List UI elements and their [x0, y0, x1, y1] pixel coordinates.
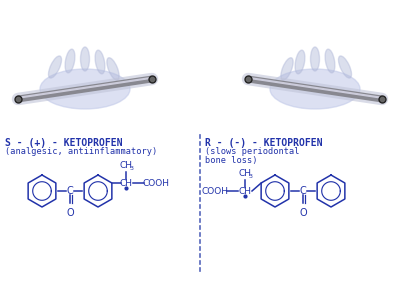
Text: CH: CH — [119, 162, 132, 171]
Text: 3: 3 — [130, 167, 134, 171]
Ellipse shape — [338, 56, 352, 78]
Text: CH: CH — [119, 178, 132, 187]
Ellipse shape — [48, 56, 62, 78]
Text: O: O — [299, 208, 307, 218]
Text: 3: 3 — [249, 175, 253, 180]
Ellipse shape — [95, 50, 105, 74]
Text: C: C — [67, 186, 73, 196]
Text: COOH: COOH — [202, 187, 228, 196]
Text: (analgesic, antiinflammatory): (analgesic, antiinflammatory) — [5, 147, 157, 156]
Ellipse shape — [80, 47, 90, 71]
Text: COOH: COOH — [142, 178, 169, 187]
Ellipse shape — [270, 69, 360, 109]
Ellipse shape — [310, 47, 320, 71]
Ellipse shape — [107, 58, 119, 80]
Ellipse shape — [65, 49, 75, 73]
Text: R - (-) - KETOPROFEN: R - (-) - KETOPROFEN — [205, 138, 322, 148]
Text: CH: CH — [238, 187, 252, 196]
Text: S - (+) - KETOPROFEN: S - (+) - KETOPROFEN — [5, 138, 122, 148]
Text: O: O — [66, 208, 74, 218]
Ellipse shape — [40, 69, 130, 109]
Text: C: C — [300, 186, 306, 196]
Text: CH: CH — [238, 169, 252, 178]
Text: bone loss): bone loss) — [205, 156, 258, 165]
Ellipse shape — [325, 49, 335, 73]
Text: (slows periodontal: (slows periodontal — [205, 147, 300, 156]
Ellipse shape — [281, 58, 293, 80]
Ellipse shape — [295, 50, 305, 74]
